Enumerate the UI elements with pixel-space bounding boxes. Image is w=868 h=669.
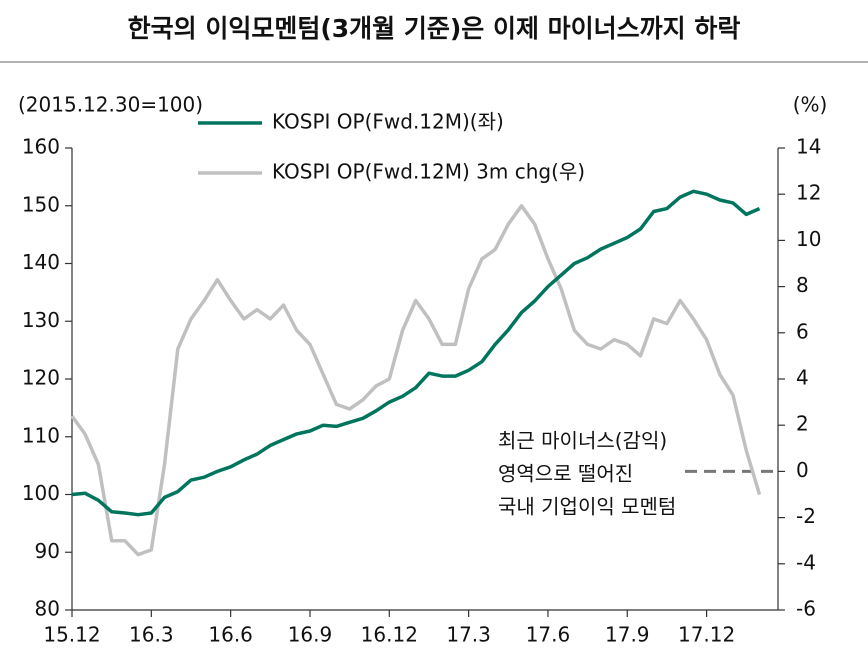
- x-tick-label: 16.3: [129, 623, 174, 647]
- y-tick-label: 130: [22, 308, 60, 332]
- legend-label: KOSPI OP(Fwd.12M)(좌): [272, 110, 504, 134]
- x-tick-label: 17.6: [526, 623, 571, 647]
- y2-tick-label: 6: [796, 319, 809, 343]
- legend-label: KOSPI OP(Fwd.12M) 3m chg(우): [272, 160, 585, 184]
- y-tick-label: 90: [35, 539, 60, 563]
- y-tick-label: 80: [35, 597, 60, 621]
- y2-tick-label: 12: [796, 181, 821, 205]
- y-tick-label: 150: [22, 192, 60, 216]
- y2-tick-label: 2: [796, 412, 809, 436]
- chart-title: 한국의 이익모멘텀(3개월 기준)은 이제 마이너스까지 하락: [128, 14, 741, 43]
- y2-tick-label: 4: [796, 366, 809, 390]
- y-tick-label: 100: [22, 481, 60, 505]
- x-tick-label: 17.12: [678, 623, 735, 647]
- y-tick-label: 110: [22, 423, 60, 447]
- y-tick-label: 140: [22, 250, 60, 274]
- annotation: 최근 마이너스(감익): [498, 429, 667, 453]
- y2-tick-label: 14: [796, 135, 821, 159]
- series-line: [70, 204, 762, 557]
- y2-tick-label: -6: [796, 597, 816, 621]
- annotation: 국내 기업이익 모멘텀: [498, 495, 676, 519]
- series-line: [71, 189, 761, 517]
- y-tick-label: 120: [22, 366, 60, 390]
- y-axis-label: (2015.12.30=100): [18, 93, 203, 117]
- y2-axis-label: (%): [793, 93, 828, 117]
- x-tick-label: 16.9: [288, 623, 333, 647]
- x-tick-label: 17.9: [605, 623, 650, 647]
- y2-tick-label: 0: [796, 458, 809, 482]
- y2-tick-label: -2: [796, 504, 816, 528]
- y2-tick-label: 8: [796, 273, 809, 297]
- y-tick-label: 160: [22, 135, 60, 159]
- x-tick-label: 16.12: [361, 623, 418, 647]
- annotation: 영역으로 떨어진: [498, 462, 633, 486]
- x-tick-label: 15.12: [43, 623, 100, 647]
- y2-tick-label: 10: [796, 227, 821, 251]
- x-tick-label: 16.6: [208, 623, 253, 647]
- y2-tick-label: -4: [796, 550, 816, 574]
- x-tick-label: 17.3: [446, 623, 491, 647]
